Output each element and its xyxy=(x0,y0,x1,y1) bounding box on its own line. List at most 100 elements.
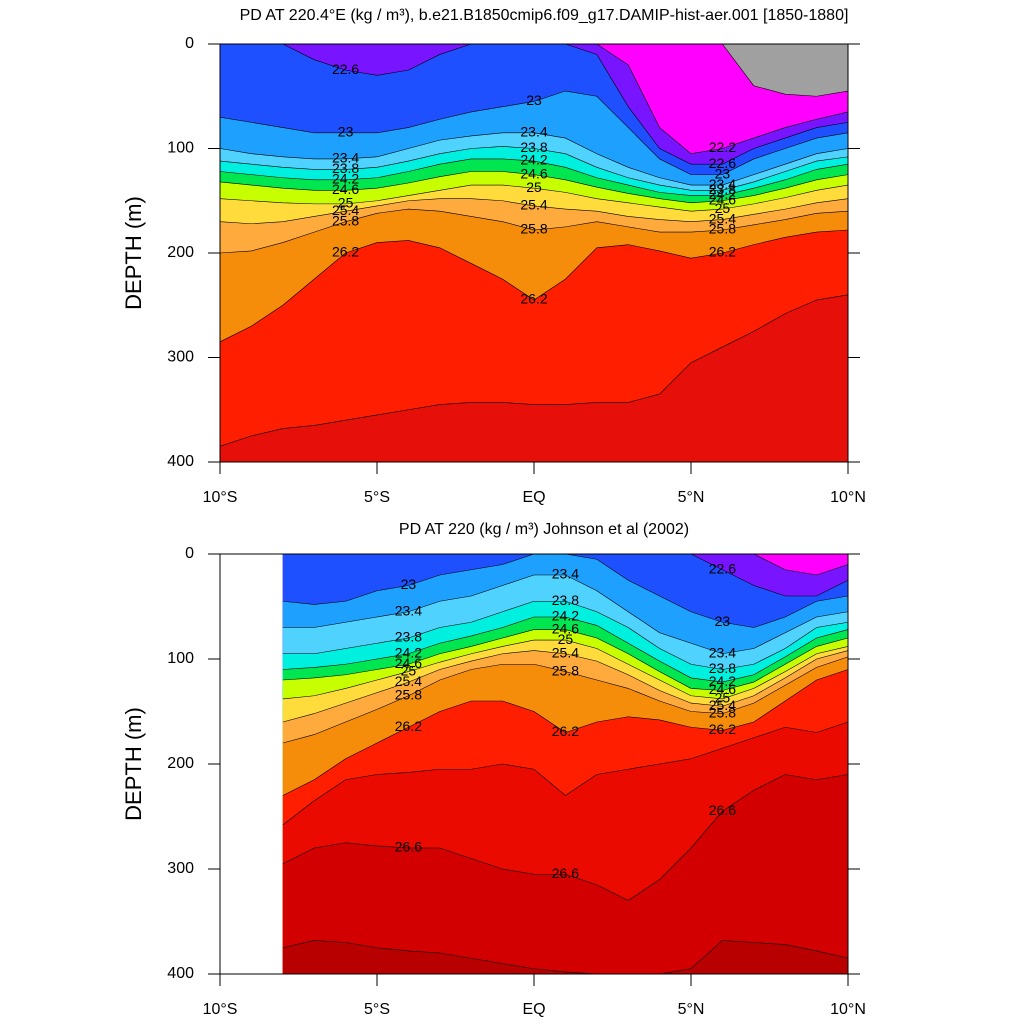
x-tick-label: 5°S xyxy=(364,489,390,506)
x-tick-label: EQ xyxy=(522,1001,545,1018)
contour-label: 25.4 xyxy=(709,697,736,713)
contour-label: 23 xyxy=(715,613,731,629)
contour-label: 24.6 xyxy=(552,620,579,636)
contour-label: 25.4 xyxy=(552,644,579,660)
contour-label: 23.4 xyxy=(520,124,547,140)
y-tick-label: 200 xyxy=(167,755,194,772)
contour-label: 25 xyxy=(558,631,574,647)
contour-label: 26.2 xyxy=(520,291,547,307)
x-tick-label: 5°S xyxy=(364,1001,390,1018)
contour-line xyxy=(219,90,849,175)
contour-label: 26.2 xyxy=(709,244,736,260)
contour-label: 24.2 xyxy=(552,608,579,624)
contour-label: 24.6 xyxy=(395,655,422,671)
y-axis-label: DEPTH (m) xyxy=(121,707,146,821)
contour-label: 23.8 xyxy=(520,139,547,155)
contour-label: 24.6 xyxy=(709,191,736,207)
chart-title: PD AT 220.4°E (kg / m³), b.e21.B1850cmip… xyxy=(240,7,849,24)
y-tick-label: 400 xyxy=(167,965,194,982)
panel: PD AT 220.4°E (kg / m³), b.e21.B1850cmip… xyxy=(121,7,866,506)
contour-label: 25.8 xyxy=(709,704,736,720)
contour-label: 25.8 xyxy=(395,686,422,702)
contour-label: 25.4 xyxy=(709,210,736,226)
contour-label: 25.8 xyxy=(520,221,547,237)
contour-label: 23.8 xyxy=(552,592,579,608)
contour-line xyxy=(219,146,849,191)
chart-title: PD AT 220 (kg / m³) Johnson et al (2002) xyxy=(399,521,689,538)
contour-label: 26.2 xyxy=(395,718,422,734)
contour-label: 22.2 xyxy=(709,139,736,155)
contour-label: 23.4 xyxy=(395,602,422,618)
contour-line xyxy=(282,616,849,683)
y-tick-label: 100 xyxy=(167,140,194,157)
contour-label: 22.6 xyxy=(709,155,736,171)
contour-label: 26.6 xyxy=(395,839,422,855)
contour-label: 25.4 xyxy=(332,202,359,218)
contour-label: 24.6 xyxy=(332,181,359,197)
contour-line xyxy=(282,650,849,723)
contour-label: 23 xyxy=(715,165,731,181)
contour-label: 23 xyxy=(338,124,354,140)
contour-label: 24.2 xyxy=(520,152,547,168)
contour-label: 24.2 xyxy=(709,186,736,202)
contour-line xyxy=(282,721,849,826)
contour-line xyxy=(282,600,849,670)
contour-label: 26.2 xyxy=(332,244,359,260)
contour-label: 25.8 xyxy=(332,212,359,228)
contour-line xyxy=(282,639,849,700)
contour-line xyxy=(219,294,849,447)
contour-label: 26.2 xyxy=(709,721,736,737)
contour-line xyxy=(282,656,849,744)
contour-label: 24.6 xyxy=(520,165,547,181)
contour-label: 24.6 xyxy=(709,681,736,697)
contour-line xyxy=(219,158,849,196)
contour-label: 25.8 xyxy=(552,662,579,678)
x-tick-label: 10°S xyxy=(203,489,238,506)
contour-line xyxy=(219,171,849,204)
x-tick-label: 10°S xyxy=(203,1001,238,1018)
y-tick-label: 0 xyxy=(185,35,194,52)
contour-label: 25 xyxy=(715,690,731,706)
contour-label: 23 xyxy=(526,92,542,108)
contour-fill xyxy=(282,940,848,974)
contour-label: 25.4 xyxy=(520,197,547,213)
contour-label: 22.6 xyxy=(332,61,359,77)
y-tick-label: 400 xyxy=(167,453,194,470)
contour-label: 25 xyxy=(715,200,731,216)
y-tick-label: 300 xyxy=(167,349,194,366)
contour-fill xyxy=(220,294,848,462)
contour-label: 23.8 xyxy=(332,160,359,176)
contour-label: 25 xyxy=(338,195,354,211)
contour-label: 24.2 xyxy=(395,644,422,660)
contour-label: 24.2 xyxy=(709,673,736,689)
x-tick-label: 5°N xyxy=(678,1001,705,1018)
contour-label: 23 xyxy=(401,576,417,592)
panel: PD AT 220 (kg / m³) Johnson et al (2002)… xyxy=(121,521,866,1018)
y-tick-label: 100 xyxy=(167,650,194,667)
contour-line xyxy=(219,198,849,225)
contour-line xyxy=(282,669,849,796)
contour-line xyxy=(282,574,849,655)
contour-label: 26.6 xyxy=(552,865,579,881)
contour-label: 25 xyxy=(526,179,542,195)
contour-label: 23.4 xyxy=(332,150,359,166)
y-tick-label: 300 xyxy=(167,860,194,877)
contour-label: 22.6 xyxy=(709,560,736,576)
contour-label: 24.2 xyxy=(332,171,359,187)
y-tick-label: 200 xyxy=(167,244,194,261)
contour-label: 23.8 xyxy=(709,181,736,197)
contour-line xyxy=(219,208,849,254)
contour-label: 26.6 xyxy=(709,802,736,818)
y-axis-label: DEPTH (m) xyxy=(121,196,146,310)
contour-label: 25 xyxy=(401,662,417,678)
contour-line xyxy=(219,132,849,186)
contour-line xyxy=(282,774,849,901)
contour-label: 23.4 xyxy=(709,176,736,192)
x-tick-label: 10°N xyxy=(830,489,866,506)
contour-label: 23.4 xyxy=(709,644,736,660)
x-tick-label: 5°N xyxy=(678,489,705,506)
contour-line xyxy=(282,940,849,975)
contour-label: 23.8 xyxy=(395,629,422,645)
contour-label: 25.4 xyxy=(395,673,422,689)
